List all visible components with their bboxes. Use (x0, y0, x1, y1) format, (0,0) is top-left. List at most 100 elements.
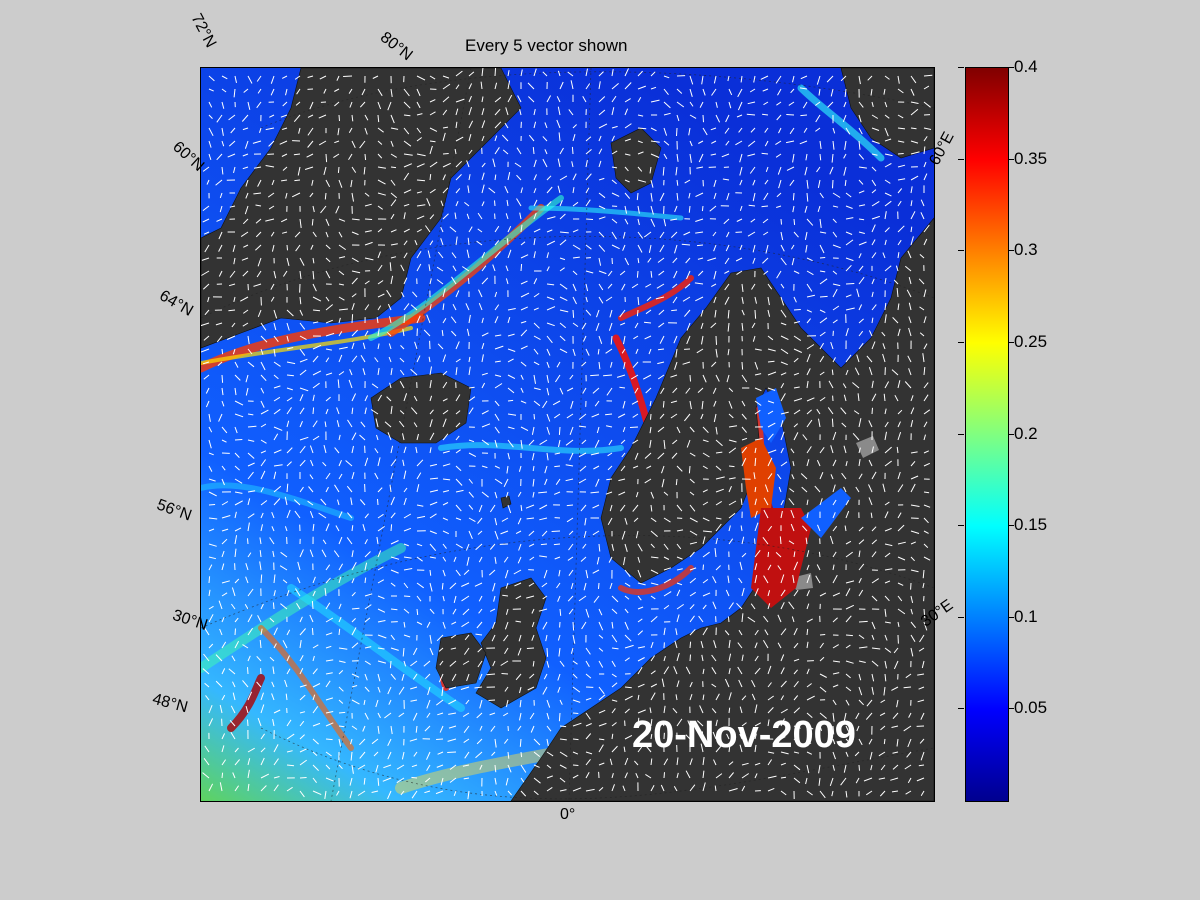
current-vector (776, 205, 782, 208)
current-vector (455, 341, 460, 350)
current-vector (786, 140, 795, 144)
current-vector (650, 683, 658, 688)
current-vector (463, 777, 470, 780)
current-vector (624, 108, 629, 116)
current-vector (819, 278, 828, 285)
current-vector (375, 764, 379, 773)
current-vector (403, 608, 410, 614)
current-vector (260, 487, 264, 493)
current-vector (351, 550, 354, 558)
current-vector (364, 646, 372, 649)
current-vector (413, 395, 418, 402)
current-vector (270, 231, 275, 237)
current-vector (780, 231, 784, 241)
current-vector (767, 433, 774, 441)
current-vector (465, 699, 470, 705)
current-vector (377, 712, 381, 719)
current-vector (466, 673, 470, 682)
current-vector (842, 114, 847, 122)
current-vector (476, 738, 483, 745)
current-vector (819, 309, 826, 314)
current-vector (702, 439, 709, 443)
current-vector (621, 348, 626, 354)
current-vector (299, 445, 306, 454)
current-vector (426, 699, 431, 709)
current-vector (558, 712, 561, 722)
current-vector (273, 335, 279, 343)
current-vector (611, 773, 614, 779)
current-vector (554, 452, 561, 455)
current-vector (299, 684, 307, 688)
current-vector (242, 680, 249, 688)
current-vector (843, 166, 847, 176)
current-vector (260, 361, 266, 371)
current-vector (364, 395, 369, 402)
current-vector (801, 486, 808, 493)
current-vector (520, 306, 529, 311)
current-vector (230, 603, 236, 610)
current-vector (256, 75, 262, 82)
current-vector (273, 758, 279, 766)
current-vector (832, 192, 841, 198)
current-vector (533, 751, 541, 757)
current-vector (684, 413, 691, 422)
current-vector (663, 627, 666, 636)
current-vector (559, 335, 566, 342)
current-vector (390, 114, 395, 124)
current-vector (286, 347, 294, 350)
current-vector (464, 202, 470, 207)
current-vector (844, 525, 847, 532)
current-vector (204, 309, 210, 316)
current-vector (401, 291, 405, 298)
current-vector (436, 738, 444, 740)
current-vector (670, 400, 678, 404)
current-vector (868, 459, 873, 467)
current-vector (477, 530, 483, 535)
current-vector (520, 387, 524, 393)
current-vector (581, 361, 587, 367)
current-vector (507, 70, 510, 77)
current-vector (286, 461, 292, 467)
current-vector (845, 790, 848, 798)
current-vector (916, 777, 925, 782)
current-vector (650, 127, 657, 132)
current-vector (806, 270, 814, 276)
current-vector (702, 757, 705, 766)
current-vector (910, 419, 914, 428)
current-vector (650, 153, 660, 158)
current-vector (299, 296, 302, 305)
current-vector (748, 204, 756, 207)
current-vector (208, 452, 214, 456)
current-vector (312, 523, 315, 532)
current-vector (208, 528, 215, 532)
current-vector (429, 145, 433, 155)
current-vector (696, 244, 704, 247)
current-vector (648, 244, 652, 253)
current-vector (892, 317, 899, 324)
current-vector (245, 387, 249, 396)
current-vector (736, 114, 743, 118)
current-vector (424, 777, 431, 783)
current-vector (650, 785, 655, 792)
current-vector (871, 239, 876, 246)
current-vector (439, 660, 444, 666)
current-vector (650, 670, 656, 675)
current-vector (299, 748, 307, 753)
current-vector (546, 374, 549, 383)
current-vector (558, 439, 561, 448)
current-vector (304, 166, 314, 170)
current-vector (598, 283, 604, 291)
current-vector (215, 322, 223, 326)
current-vector (650, 718, 653, 727)
current-vector (334, 140, 340, 144)
current-vector (269, 617, 275, 623)
current-vector (910, 101, 919, 104)
current-vector (843, 101, 847, 108)
current-vector (364, 304, 370, 311)
current-vector (448, 686, 457, 690)
current-vector (775, 75, 782, 84)
current-vector (590, 374, 600, 377)
current-vector (611, 733, 614, 740)
current-vector (633, 517, 639, 522)
current-vector (637, 543, 643, 552)
